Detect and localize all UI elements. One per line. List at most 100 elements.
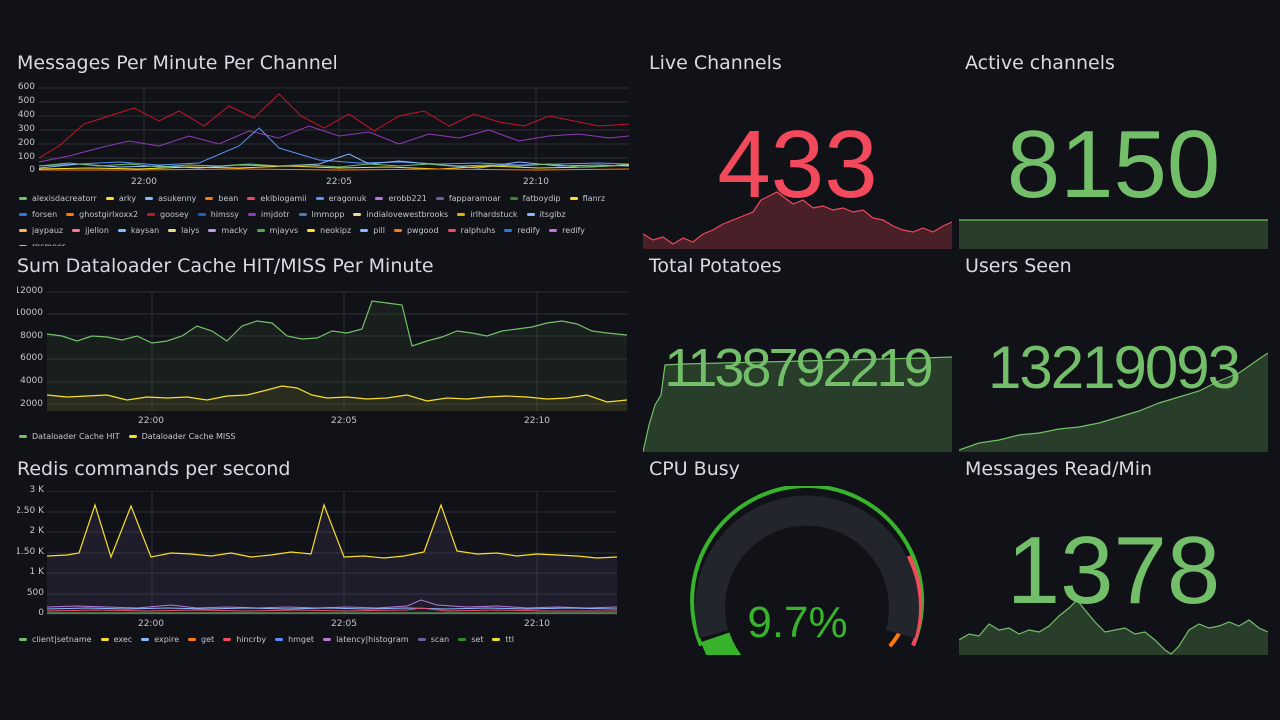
legend-item[interactable]: set bbox=[458, 632, 483, 648]
legend-swatch bbox=[19, 197, 27, 200]
legend-item[interactable]: erobb221 bbox=[375, 191, 427, 207]
stat-value: 13219093 bbox=[988, 334, 1241, 401]
legend-item[interactable]: Dataloader Cache MISS bbox=[128, 429, 235, 445]
legend-item[interactable]: pwgood bbox=[393, 223, 439, 239]
legend-label: hmget bbox=[288, 635, 315, 644]
legend-item[interactable]: fatboydip bbox=[509, 191, 561, 207]
legend-label: ekibiogamii bbox=[260, 194, 307, 203]
legend-item[interactable]: mjayvs bbox=[256, 223, 298, 239]
x-tick: 22:00 bbox=[131, 177, 157, 187]
legend-item[interactable]: laiys bbox=[168, 223, 199, 239]
legend-item[interactable]: himssy bbox=[197, 207, 239, 223]
legend-item[interactable]: ttl bbox=[492, 632, 514, 648]
y-tick: 8000 bbox=[20, 331, 43, 341]
legend-label: erobb221 bbox=[388, 194, 427, 203]
legend-label: macky bbox=[221, 226, 248, 235]
legend-item[interactable]: get bbox=[188, 632, 214, 648]
x-tick: 22:00 bbox=[138, 619, 164, 629]
legend-swatch bbox=[72, 229, 81, 232]
legend-label: redify bbox=[562, 226, 585, 235]
legend-label: jaypauz bbox=[32, 226, 64, 235]
legend-item[interactable]: forsen bbox=[19, 207, 57, 223]
panel-dataloader-cache[interactable]: Sum Dataloader Cache HIT/MISS Per Minute… bbox=[17, 255, 630, 447]
legend-item[interactable]: ghostgirlxoxx2 bbox=[66, 207, 138, 223]
legend-item[interactable]: hincrby bbox=[223, 632, 266, 648]
legend-item[interactable]: kaysan bbox=[117, 223, 159, 239]
legend-label: itsgibz bbox=[539, 210, 566, 219]
legend-item[interactable]: lmmopp bbox=[298, 207, 344, 223]
legend-item[interactable]: eragonuk bbox=[315, 191, 366, 207]
legend-item[interactable]: macky bbox=[208, 223, 248, 239]
legend-item[interactable]: ralphuhs bbox=[447, 223, 495, 239]
panel-users-seen[interactable]: Users Seen 13219093 bbox=[959, 255, 1268, 452]
legend-item[interactable]: redify bbox=[549, 223, 585, 239]
legend-item[interactable]: goosey bbox=[147, 207, 189, 223]
y-tick: 6000 bbox=[20, 353, 43, 363]
panel-cpu-busy[interactable]: CPU Busy 9.7% bbox=[643, 458, 952, 655]
legend-label: fapparamoar bbox=[448, 194, 501, 203]
legend-label: rnsmeer bbox=[32, 242, 65, 246]
legend-item[interactable]: indialovewestbrooks bbox=[353, 207, 448, 223]
legend-item[interactable]: irlhardstuck bbox=[457, 207, 518, 223]
legend-swatch bbox=[458, 638, 467, 641]
legend-item[interactable]: pill bbox=[360, 223, 385, 239]
legend-label: hincrby bbox=[236, 635, 267, 644]
legend-item[interactable]: expire bbox=[141, 632, 179, 648]
legend-item[interactable]: hmget bbox=[275, 632, 314, 648]
legend-item[interactable]: alexisdacreatorr bbox=[19, 191, 97, 207]
legend-item[interactable]: fapparamoar bbox=[435, 191, 501, 207]
legend-swatch bbox=[298, 213, 307, 216]
legend-swatch bbox=[549, 229, 558, 232]
y-tick: 0 bbox=[38, 608, 44, 618]
legend-item[interactable]: asukenny bbox=[145, 191, 196, 207]
legend-item[interactable]: bean bbox=[205, 191, 238, 207]
legend-item[interactable]: neokipz bbox=[307, 223, 351, 239]
legend-item[interactable]: itsgibz bbox=[526, 207, 566, 223]
stat-value: 8150 bbox=[1006, 111, 1221, 218]
messages-chart[interactable] bbox=[39, 86, 629, 172]
panel-total-potatoes[interactable]: Total Potatoes 1138792219 bbox=[643, 255, 952, 452]
legend-swatch bbox=[208, 229, 217, 232]
panel-messages-per-minute[interactable]: Messages Per Minute Per Channel 600 500 … bbox=[17, 52, 630, 246]
x-tick: 22:00 bbox=[138, 416, 164, 426]
legend-item[interactable]: flanrz bbox=[569, 191, 605, 207]
legend-item[interactable]: redify bbox=[504, 223, 540, 239]
legend-item[interactable]: scan bbox=[417, 632, 450, 648]
redis-chart[interactable] bbox=[47, 491, 617, 617]
chart-legend: Dataloader Cache HIT Dataloader Cache MIS… bbox=[19, 429, 619, 445]
legend-swatch bbox=[435, 197, 444, 200]
legend-item[interactable]: rnsmeer bbox=[19, 239, 65, 246]
panel-active-channels[interactable]: Active channels 8150 bbox=[959, 52, 1268, 249]
legend-item[interactable]: jjellon bbox=[72, 223, 109, 239]
legend-label: scan bbox=[430, 635, 450, 644]
legend-label: bean bbox=[218, 194, 239, 203]
legend-item[interactable]: arky bbox=[105, 191, 137, 207]
y-tick: 2.50 K bbox=[17, 506, 44, 516]
legend-label: arky bbox=[118, 194, 137, 203]
legend-swatch bbox=[205, 197, 214, 200]
legend-item[interactable]: ekibiogamii bbox=[247, 191, 307, 207]
legend-label: get bbox=[201, 635, 215, 644]
legend-swatch bbox=[19, 245, 27, 246]
legend-item[interactable]: exec bbox=[100, 632, 132, 648]
legend-swatch bbox=[447, 229, 456, 232]
legend-label: expire bbox=[154, 635, 180, 644]
y-tick: 1 K bbox=[29, 567, 45, 577]
legend-swatch bbox=[256, 229, 265, 232]
legend-label: irlhardstuck bbox=[470, 210, 518, 219]
legend-item[interactable]: client|setname bbox=[19, 632, 92, 648]
legend-label: Dataloader Cache HIT bbox=[32, 432, 120, 441]
legend-item[interactable]: jaypauz bbox=[19, 223, 63, 239]
dataloader-chart[interactable] bbox=[47, 291, 627, 411]
legend-item[interactable]: latency|histogram bbox=[323, 632, 409, 648]
users-seen-sparkline bbox=[959, 352, 1268, 452]
legend-label: forsen bbox=[32, 210, 58, 219]
panel-redis-commands[interactable]: Redis commands per second 3 K 2.50 K 2 K… bbox=[17, 458, 630, 652]
legend-item[interactable]: Dataloader Cache HIT bbox=[19, 429, 120, 445]
y-tick: 10000 bbox=[17, 308, 43, 318]
panel-live-channels[interactable]: Live Channels 433 bbox=[643, 52, 952, 249]
stat-value: 9.7% bbox=[747, 598, 848, 647]
stat-value: 433 bbox=[717, 111, 878, 218]
panel-messages-read[interactable]: Messages Read/Min 1378 bbox=[959, 458, 1268, 655]
legend-item[interactable]: imjdotr bbox=[247, 207, 290, 223]
